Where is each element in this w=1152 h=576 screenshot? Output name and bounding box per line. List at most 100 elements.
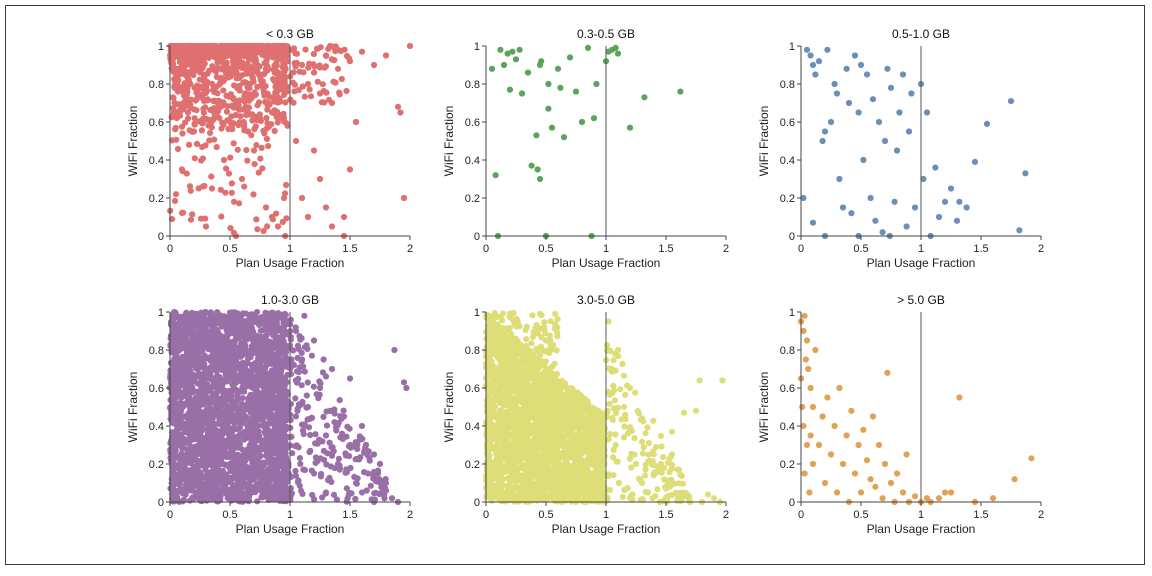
scatter-point bbox=[506, 86, 514, 93]
scatter-point bbox=[388, 495, 396, 502]
scatter-point bbox=[237, 430, 245, 437]
scatter-point bbox=[336, 91, 343, 98]
scatter-point bbox=[202, 343, 210, 350]
scatter-point bbox=[271, 426, 278, 433]
scatter-point bbox=[296, 455, 303, 462]
y-axis-label: WiFi Fraction bbox=[126, 106, 140, 177]
scatter-point bbox=[497, 46, 504, 53]
scatter-point bbox=[253, 345, 260, 352]
scatter-point bbox=[191, 388, 198, 395]
scatter-point bbox=[208, 495, 215, 502]
scatter-point bbox=[250, 191, 257, 198]
scatter-point bbox=[341, 46, 348, 53]
scatter-point bbox=[311, 63, 318, 70]
y-tick-label: 0 bbox=[158, 231, 164, 243]
scatter-point bbox=[187, 61, 194, 68]
scatter-point bbox=[612, 44, 619, 52]
scatter-point bbox=[193, 89, 200, 96]
scatter-point bbox=[301, 421, 308, 428]
scatter-point bbox=[881, 137, 889, 145]
scatter-point bbox=[182, 491, 189, 498]
scatter-point bbox=[234, 146, 241, 153]
scatter-point bbox=[243, 112, 250, 119]
scatter-point bbox=[800, 194, 807, 202]
scatter-point bbox=[213, 347, 220, 354]
scatter-point bbox=[203, 43, 210, 50]
scatter-point bbox=[216, 377, 223, 384]
scatter-point bbox=[956, 198, 963, 205]
scatter-point bbox=[271, 107, 278, 114]
scatter-point bbox=[232, 319, 239, 326]
scatter-point bbox=[1007, 98, 1015, 105]
scatter-point bbox=[248, 361, 255, 368]
scatter-point bbox=[241, 183, 248, 190]
scatter-point bbox=[219, 448, 226, 455]
scatter-point bbox=[174, 145, 182, 153]
scatter-point bbox=[252, 429, 259, 436]
scatter-point bbox=[235, 375, 242, 382]
scatter-point bbox=[282, 99, 289, 106]
scatter-point bbox=[298, 349, 305, 356]
scatter-point bbox=[265, 459, 272, 466]
scatter-point bbox=[316, 175, 324, 183]
scatter-point bbox=[245, 352, 252, 359]
scatter-point bbox=[267, 377, 274, 384]
scatter-point bbox=[229, 418, 236, 425]
scatter-point bbox=[276, 390, 284, 397]
scatter-point bbox=[198, 65, 205, 73]
scatter-point bbox=[298, 335, 305, 342]
scatter-point bbox=[254, 43, 261, 50]
scatter-point bbox=[230, 198, 238, 205]
scatter-point bbox=[269, 395, 276, 402]
scatter-point bbox=[172, 46, 180, 53]
scatter-point bbox=[226, 50, 234, 57]
scatter-point bbox=[187, 187, 194, 194]
scatter-point bbox=[198, 359, 205, 366]
scatter-point bbox=[169, 490, 176, 497]
scatter-point bbox=[244, 60, 251, 67]
scatter-point bbox=[323, 422, 331, 429]
scatter-point bbox=[190, 48, 198, 55]
scatter-point bbox=[234, 53, 241, 61]
scatter-point bbox=[199, 424, 206, 431]
scatter-point bbox=[321, 99, 328, 106]
x-tick-label: 0.5 bbox=[853, 243, 868, 255]
x-tick-label: 1.5 bbox=[342, 509, 357, 521]
scatter-point bbox=[851, 52, 859, 59]
scatter-point bbox=[252, 91, 259, 98]
y-tick-label: 0.4 bbox=[149, 155, 164, 167]
scatter-point bbox=[300, 69, 307, 76]
scatter-point bbox=[247, 391, 254, 399]
scatter-point bbox=[879, 229, 886, 236]
scatter-point bbox=[257, 318, 264, 325]
scatter-point bbox=[255, 169, 262, 176]
scatter-point bbox=[911, 204, 919, 211]
scatter-point bbox=[173, 334, 180, 341]
y-tick-label: 0.2 bbox=[465, 193, 480, 205]
scatter-point bbox=[168, 445, 175, 452]
scatter-point bbox=[274, 71, 282, 78]
scatter-point bbox=[198, 480, 205, 487]
scatter-point bbox=[239, 395, 246, 402]
scatter-point bbox=[276, 342, 284, 349]
scatter-point bbox=[268, 121, 275, 128]
scatter-point bbox=[246, 422, 253, 429]
scatter-point bbox=[908, 90, 915, 97]
scatter-point bbox=[278, 52, 285, 60]
scatter-point bbox=[228, 189, 235, 196]
scatter-point bbox=[342, 450, 349, 457]
scatter-point bbox=[843, 65, 850, 72]
scatter-point bbox=[273, 114, 280, 121]
scatter-point bbox=[280, 314, 287, 321]
scatter-point bbox=[253, 216, 260, 223]
scatter-point bbox=[252, 123, 259, 130]
scatter-point bbox=[232, 111, 239, 119]
scatter-point bbox=[1022, 170, 1029, 177]
scatter-point bbox=[264, 50, 271, 57]
scatter-point bbox=[244, 328, 251, 335]
scatter-point bbox=[335, 455, 342, 462]
scatter-point bbox=[253, 142, 260, 149]
scatter-point bbox=[260, 227, 267, 235]
x-tick-label: 0 bbox=[798, 243, 804, 255]
scatter-point bbox=[343, 87, 350, 95]
